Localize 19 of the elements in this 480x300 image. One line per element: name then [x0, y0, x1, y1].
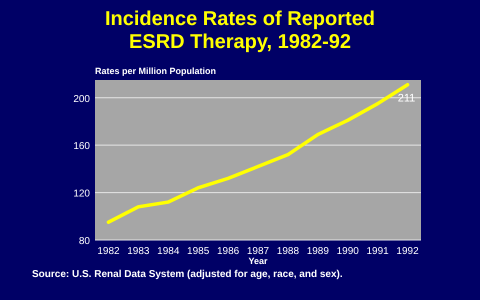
x-tick-label: 1991: [366, 246, 390, 257]
chart-title: Incidence Rates of Reported ESRD Therapy, 1982-92: [104, 8, 376, 53]
x-tick-label: 1992: [396, 246, 420, 257]
y-tick-label: 200: [73, 94, 90, 105]
source-note: Source: U.S. Renal Data System (adjusted for age, race, and sex).: [32, 269, 343, 280]
x-axis-title: Year: [248, 256, 268, 266]
y-tick-label: 120: [73, 188, 90, 200]
x-tick-label: 1986: [216, 246, 240, 257]
x-tick-label: 1989: [306, 246, 330, 257]
y-axis-title: Rates per Million Population: [95, 66, 216, 76]
x-tick-label: 1982: [97, 246, 120, 257]
x-tick-label: 1984: [157, 246, 180, 257]
x-tick-label: 1985: [187, 246, 210, 257]
x-tick-label: 1988: [276, 246, 300, 257]
y-tick-label: 80: [78, 236, 90, 247]
x-tick-label: 1987: [246, 246, 270, 257]
y-tick-label: 160: [73, 141, 90, 152]
x-tick-label: 1983: [127, 246, 150, 257]
x-tick-label: 1990: [336, 246, 360, 257]
